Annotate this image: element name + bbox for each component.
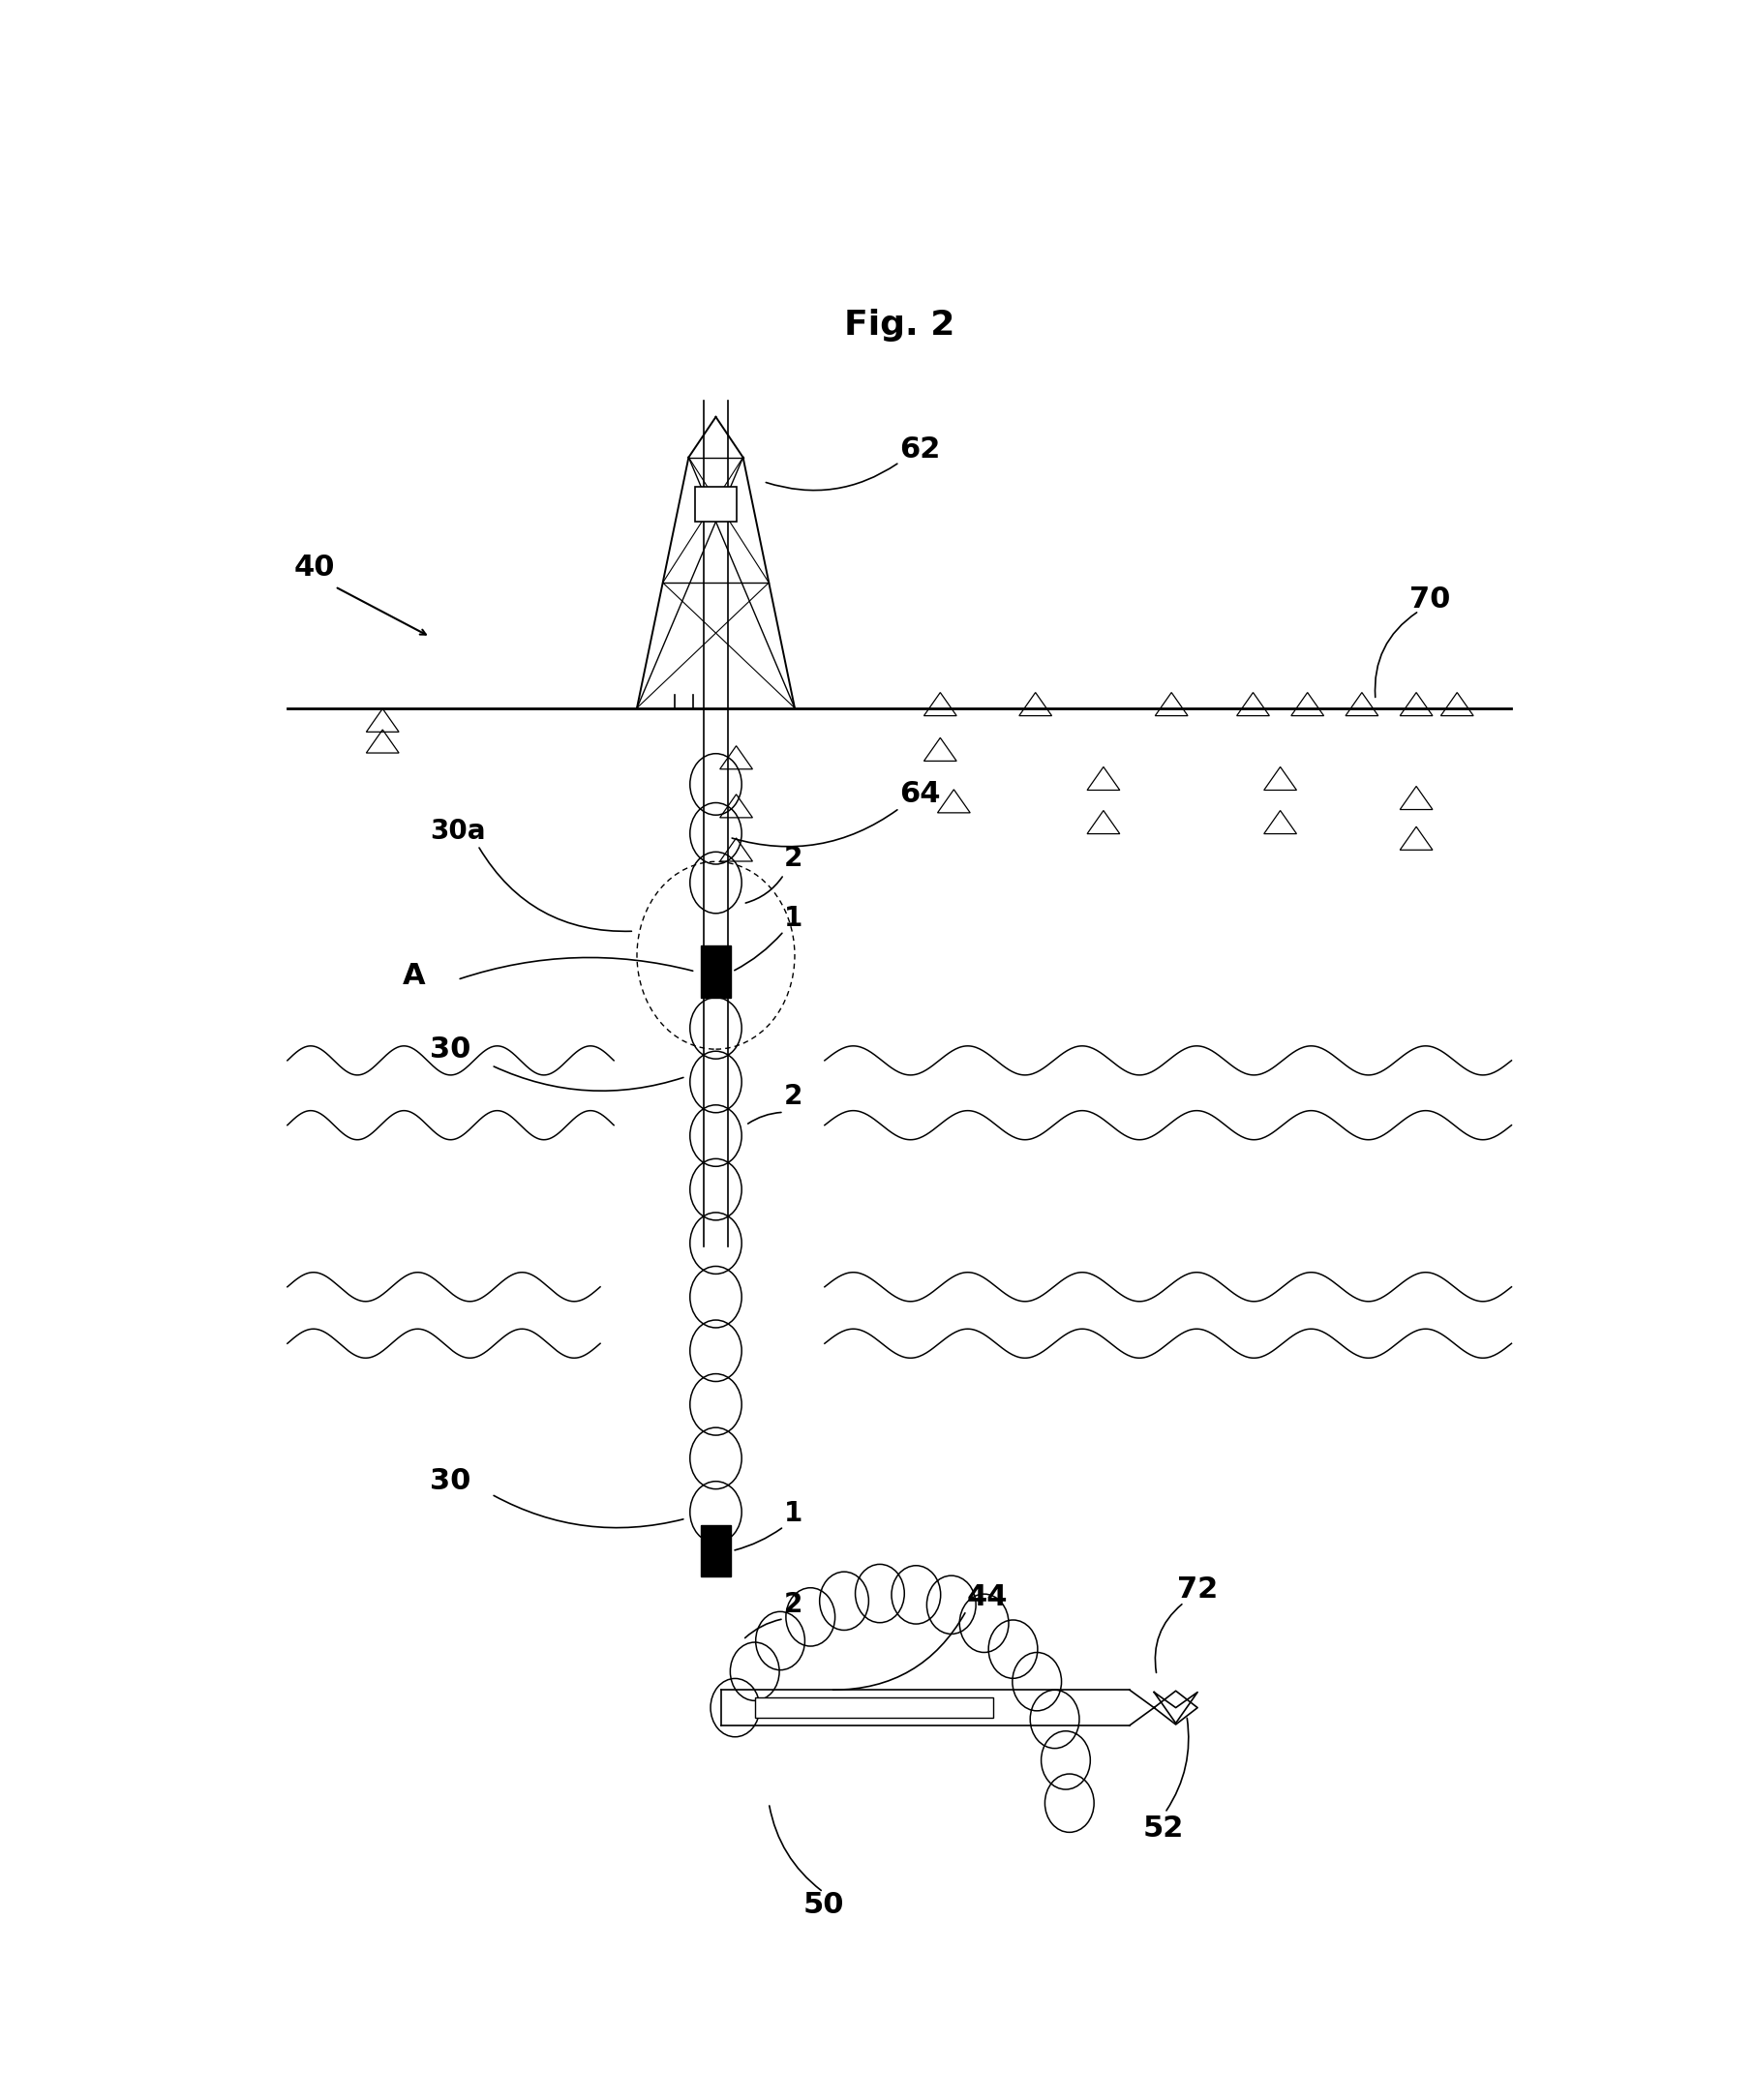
Bar (695, 487, 737, 523)
Text: 40: 40 (295, 552, 335, 582)
Text: 30: 30 (430, 1468, 470, 1495)
Text: 30a: 30a (430, 817, 486, 844)
Text: 2: 2 (784, 844, 802, 872)
Text: 30: 30 (430, 1035, 470, 1063)
Text: 2: 2 (784, 1592, 802, 1619)
Text: 72: 72 (1178, 1575, 1218, 1604)
Text: 64: 64 (900, 779, 941, 808)
Text: 62: 62 (900, 435, 941, 464)
Text: 1: 1 (784, 905, 802, 932)
Text: 50: 50 (802, 1890, 844, 1919)
Text: 52: 52 (1143, 1814, 1185, 1844)
Bar (700, 1525, 730, 1577)
Bar (700, 945, 730, 998)
Text: 1: 1 (784, 1502, 802, 1527)
Text: A: A (404, 962, 426, 991)
Bar (755, 1699, 993, 1718)
Text: 70: 70 (1409, 586, 1450, 613)
Text: 2: 2 (784, 1084, 802, 1111)
Text: Fig. 2: Fig. 2 (844, 309, 955, 342)
Text: 44: 44 (967, 1583, 1007, 1611)
